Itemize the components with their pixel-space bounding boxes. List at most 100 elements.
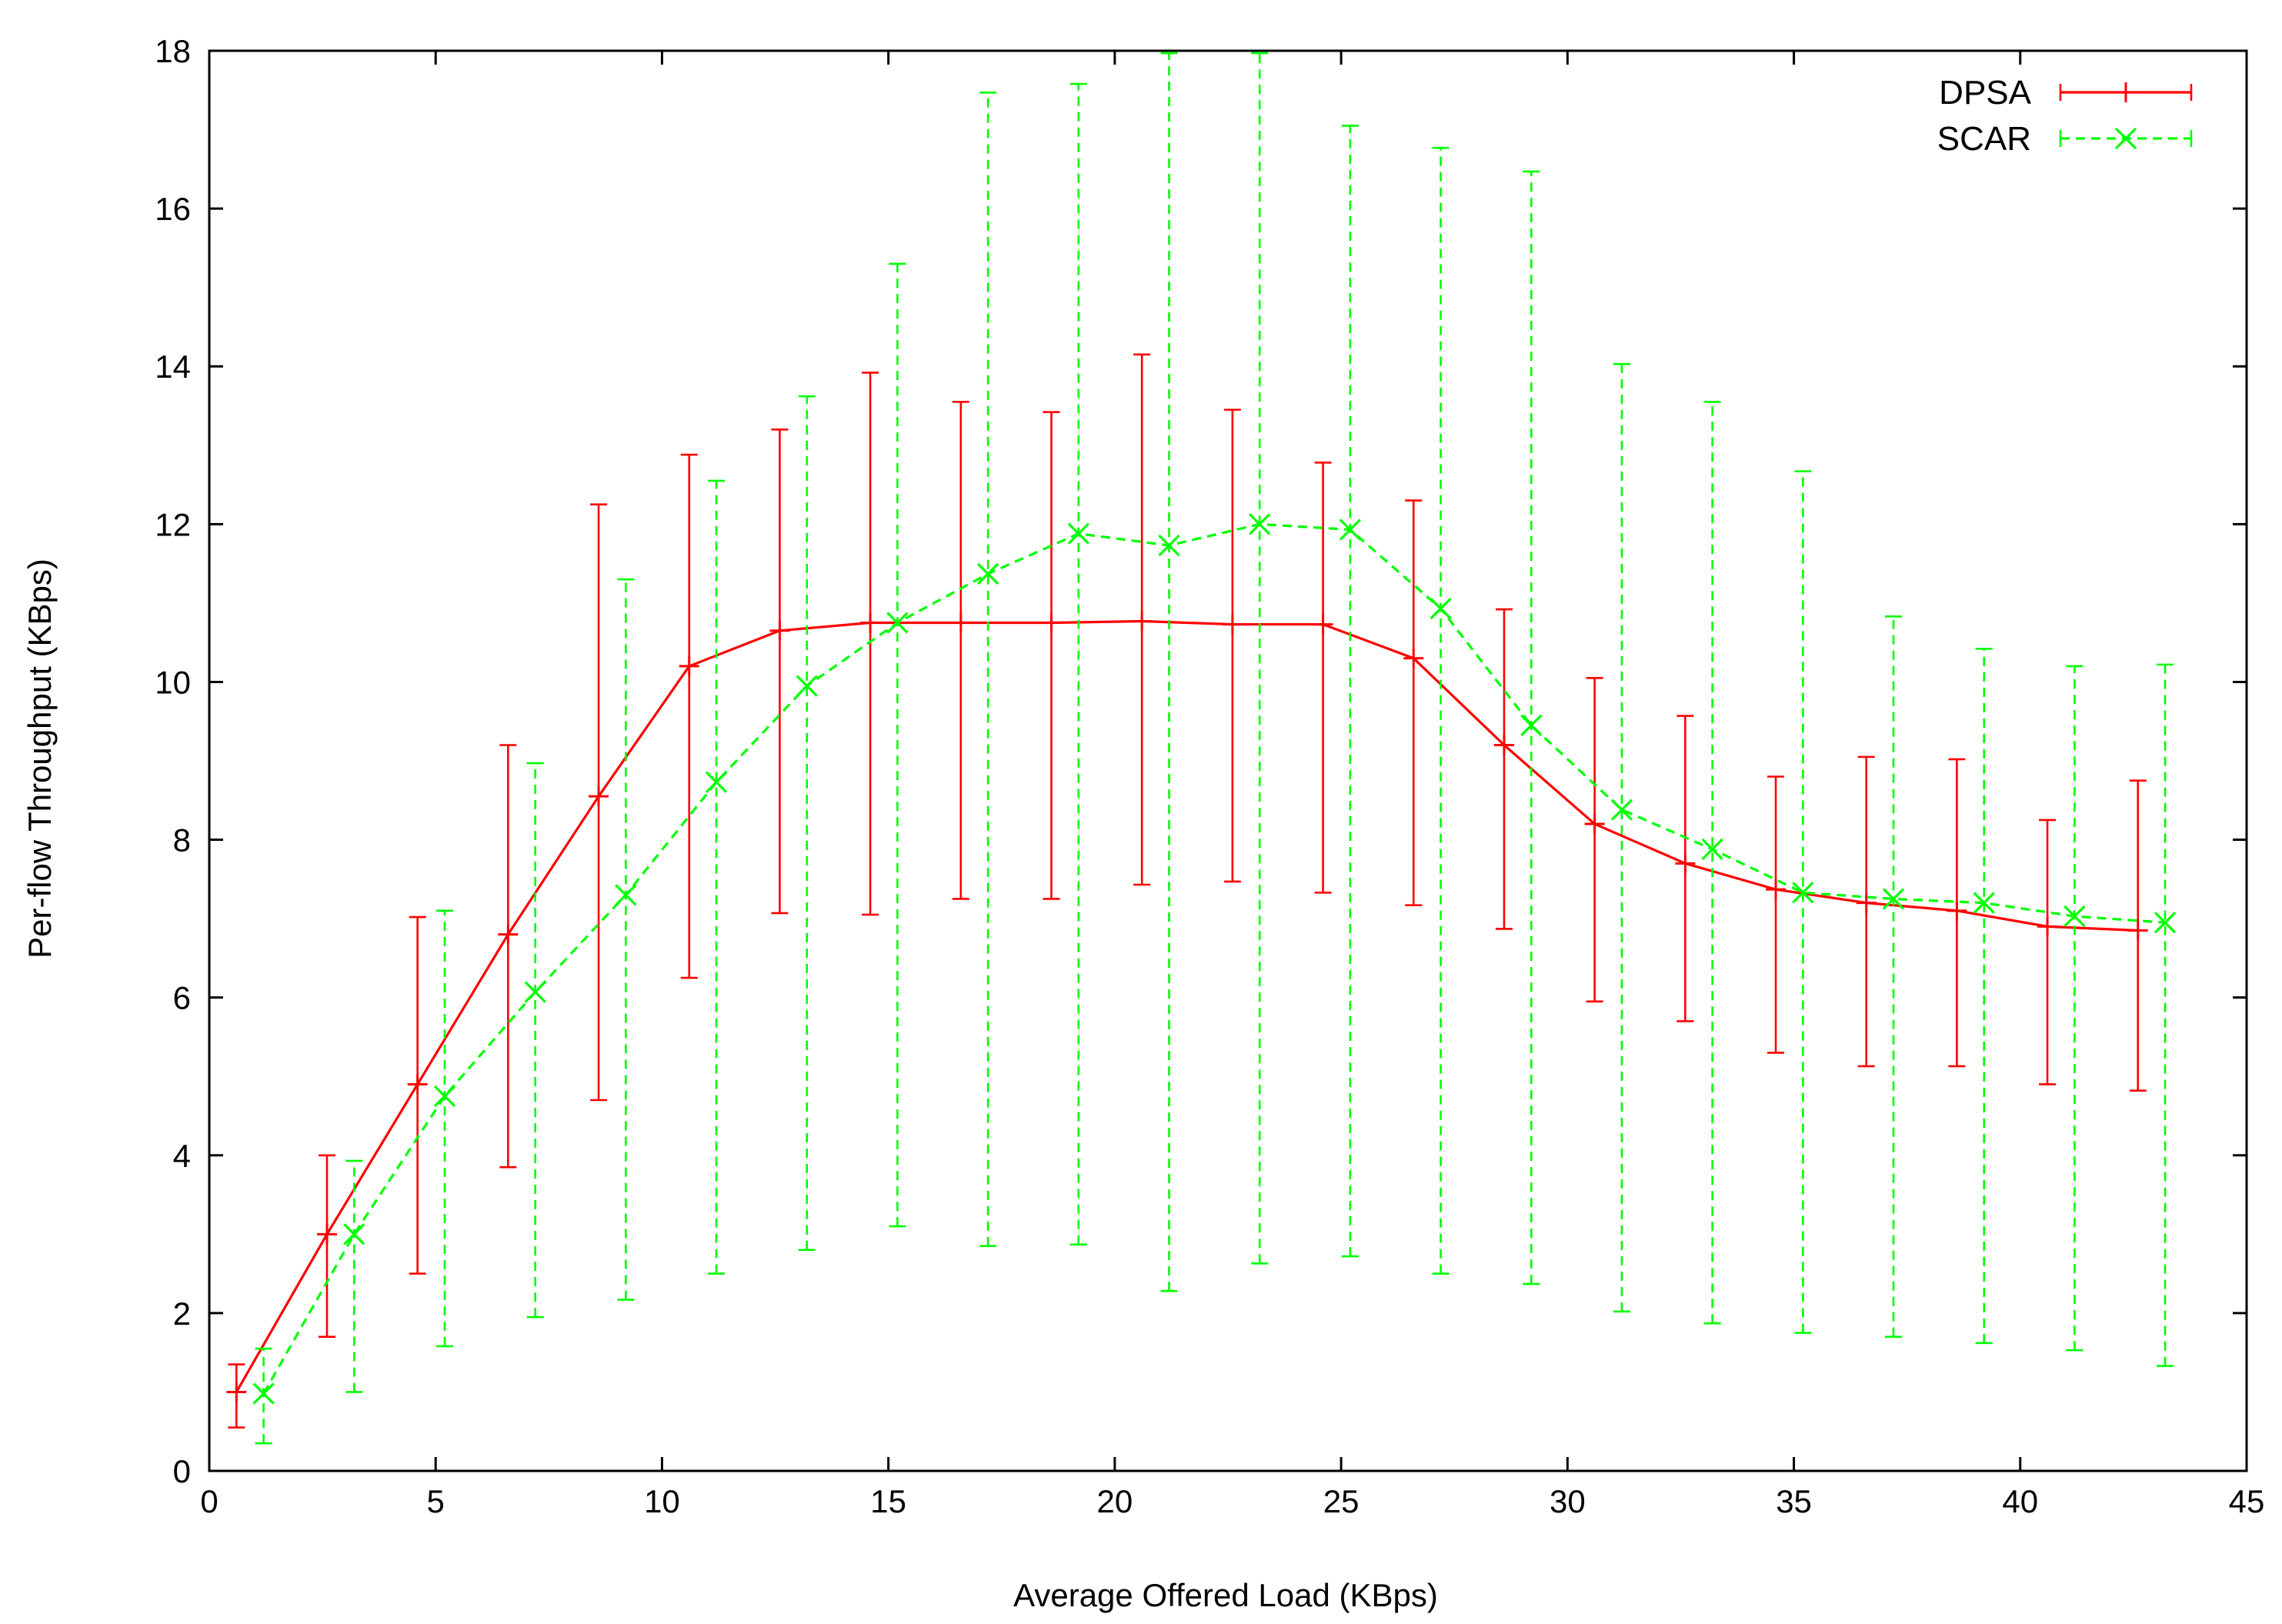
- data-point: [1403, 648, 1424, 669]
- marker-stroke: [1158, 534, 1180, 557]
- error-bar: [1341, 125, 1359, 1258]
- data-point: [316, 1224, 337, 1245]
- error-bar: [798, 395, 816, 1252]
- error-bar: [1703, 401, 1721, 1325]
- data-point: [1947, 900, 1967, 921]
- data-point: [589, 786, 609, 807]
- y-tick-label: 0: [173, 1453, 191, 1489]
- x-tick-label: 10: [644, 1483, 680, 1519]
- data-point: [498, 924, 519, 945]
- marker-stroke: [1249, 513, 1271, 535]
- y-tick-label: 8: [173, 822, 191, 859]
- error-bar: [952, 401, 969, 900]
- data-point: [252, 1382, 275, 1405]
- x-tick-label: 45: [2229, 1483, 2265, 1519]
- error-bar: [1586, 677, 1603, 1003]
- error-bar: [1523, 170, 1540, 1286]
- data-point: [615, 884, 637, 906]
- data-point: [860, 612, 881, 633]
- y-tick-label: 14: [155, 348, 191, 385]
- marker-stroke: [524, 981, 546, 1003]
- data-point: [1675, 853, 1696, 874]
- data-point: [1249, 513, 1271, 535]
- marker-stroke: [1792, 882, 1814, 904]
- data-point: [343, 1223, 365, 1246]
- marker-stroke: [886, 612, 909, 634]
- legend-label: SCAR: [1937, 120, 2031, 158]
- y-tick-label: 4: [173, 1138, 191, 1174]
- plot-frame: [208, 49, 2248, 1472]
- data-point: [1132, 611, 1153, 632]
- data-point: [1856, 892, 1877, 913]
- marker-stroke: [615, 884, 637, 906]
- error-bar: [1432, 146, 1450, 1275]
- data-point: [1222, 614, 1243, 635]
- x-tick-label: 25: [1323, 1483, 1360, 1519]
- marker-stroke: [343, 1223, 365, 1246]
- data-point: [950, 612, 971, 633]
- x-tick-label: 5: [427, 1483, 445, 1519]
- data-point: [1430, 597, 1452, 620]
- series-scar: [252, 52, 2177, 1445]
- data-point: [1339, 519, 1362, 541]
- series-layer: [226, 52, 2177, 1445]
- data-point: [976, 562, 999, 585]
- y-axis-label: Per-flow Throughput (KBps): [22, 559, 58, 959]
- data-point: [1973, 892, 1995, 914]
- x-tick-label: 15: [870, 1483, 906, 1519]
- data-point: [1041, 612, 1062, 633]
- legend-entry: DPSA: [1939, 74, 2193, 112]
- error-bar: [617, 578, 635, 1301]
- marker-stroke: [2063, 905, 2086, 928]
- data-point: [1792, 882, 1814, 904]
- y-tick-label: 16: [155, 191, 191, 227]
- marker-stroke: [2154, 912, 2177, 934]
- y-axis: 0 2 4 6 8 10 12 14 16 18: [155, 33, 2247, 1489]
- error-bar: [1495, 608, 1513, 930]
- error-bar: [1767, 775, 1785, 1054]
- data-point: [796, 675, 818, 697]
- data-point: [2127, 920, 2148, 941]
- error-bar: [1160, 52, 1178, 1292]
- data-point: [1158, 534, 1180, 557]
- y-tick-label: 10: [155, 664, 191, 700]
- error-bar: [1251, 52, 1269, 1265]
- error-bar: [2039, 819, 2057, 1085]
- marker-stroke: [1882, 888, 1905, 910]
- marker-stroke: [976, 562, 999, 585]
- marker-stroke: [1973, 892, 1995, 914]
- data-point: [2037, 916, 2058, 937]
- error-bar: [1043, 411, 1060, 900]
- marker-stroke: [1701, 838, 1723, 860]
- marker-stroke: [1610, 799, 1633, 821]
- error-bar: [680, 453, 698, 979]
- data-point: [1493, 735, 1514, 755]
- x-tick-label: 0: [200, 1483, 218, 1519]
- data-point: [433, 1085, 456, 1107]
- y-tick-label: 2: [173, 1296, 191, 1332]
- marker-stroke: [1339, 519, 1362, 541]
- series-line: [262, 522, 2166, 1395]
- error-bar: [499, 744, 517, 1169]
- marker-stroke: [252, 1382, 275, 1405]
- marker-stroke: [433, 1085, 456, 1107]
- error-bar: [2066, 665, 2083, 1352]
- error-bar: [1885, 615, 1903, 1338]
- x-tick-label: 40: [2002, 1483, 2038, 1519]
- marker-stroke: [1067, 522, 1089, 545]
- x-tick-label: 35: [1776, 1483, 1812, 1519]
- data-point: [1766, 879, 1787, 900]
- legend-marker: [2114, 127, 2137, 150]
- marker-stroke: [1430, 597, 1452, 620]
- x-axis: 0 5 10 15 20 25 30 35 40 45: [200, 51, 2264, 1519]
- legend: DPSA SCAR: [1937, 74, 2193, 158]
- legend-label: DPSA: [1939, 74, 2031, 112]
- error-bar: [409, 915, 426, 1275]
- error-bar: [979, 92, 997, 1248]
- y-tick-label: 18: [155, 33, 191, 69]
- data-point: [1882, 888, 1905, 910]
- marker-stroke: [796, 675, 818, 697]
- marker-stroke: [705, 771, 728, 793]
- data-point: [1610, 799, 1633, 821]
